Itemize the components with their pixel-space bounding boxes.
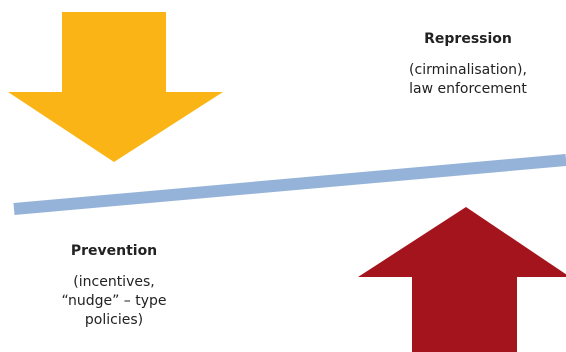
down-arrow <box>8 12 223 162</box>
prevention-description: (incentives, “nudge” – type policies) <box>61 274 167 328</box>
balance-beam <box>13 154 566 215</box>
up-arrow <box>358 207 566 352</box>
prevention-label-block: Prevention (incentives, “nudge” – type p… <box>24 242 204 330</box>
prevention-title: Prevention <box>70 243 158 259</box>
repression-label-block: Repression (cirminalisation), law enforc… <box>378 30 558 99</box>
repression-description: (cirminalisation), law enforcement <box>409 62 527 97</box>
repression-title: Repression <box>424 31 512 47</box>
